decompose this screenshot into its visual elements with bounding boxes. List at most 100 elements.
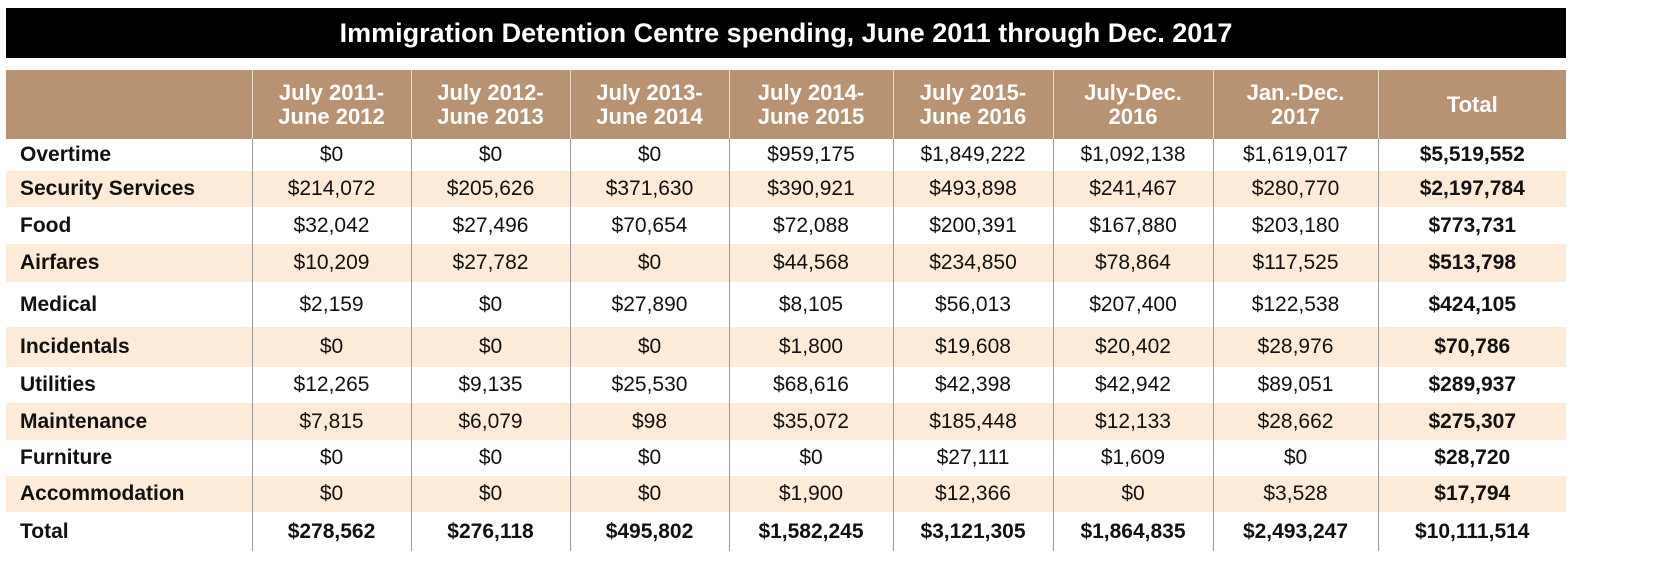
value-cell: $70,654	[569, 207, 729, 244]
header-row: July 2011- June 2012 July 2012- June 2013…	[6, 70, 1566, 139]
value-cell: $27,496	[410, 207, 570, 244]
value-cell: $200,391	[892, 207, 1053, 244]
row-total-cell: $773,731	[1377, 207, 1566, 244]
row-label: Utilities	[20, 373, 96, 396]
header-blank	[6, 70, 252, 139]
value-cell: $1,619,017	[1212, 139, 1378, 171]
row-total-cell: $2,197,784	[1377, 171, 1566, 207]
value-cell: $78,864	[1052, 244, 1213, 282]
value-cell: $9,135	[410, 367, 570, 403]
value-cell: $42,942	[1052, 367, 1213, 403]
value-cell: $20,402	[1052, 327, 1213, 367]
value-cell: $234,850	[892, 244, 1053, 282]
table-row: Food $32,042 $27,496 $70,654 $72,088 $200,391…	[6, 207, 1566, 244]
value-cell: $185,448	[892, 403, 1053, 440]
value-cell: $495,802	[569, 512, 729, 551]
table-row: Security Services $214,072 $205,626 $371,63…	[6, 171, 1566, 207]
column-header: July-Dec. 2016	[1052, 70, 1213, 139]
value-cell: $1,864,835	[1052, 512, 1213, 551]
value-cell: $0	[251, 327, 411, 367]
value-cell: $0	[410, 282, 570, 327]
column-header: July 2011- June 2012	[251, 70, 411, 139]
column-header: July 2013- June 2014	[569, 70, 729, 139]
value-cell: $7,815	[251, 403, 411, 440]
table-title: Immigration Detention Centre spending, J…	[6, 8, 1566, 58]
spending-table: July 2011- June 2012 July 2012- June 2013…	[6, 70, 1566, 551]
value-cell: $117,525	[1212, 244, 1378, 282]
value-cell: $0	[728, 440, 893, 476]
row-label: Airfares	[6, 244, 252, 282]
value-cell: $44,568	[728, 244, 893, 282]
value-cell: $1,609	[1052, 440, 1213, 476]
value-cell: $0	[251, 476, 411, 512]
column-header: July 2015- June 2016	[892, 70, 1053, 139]
row-label: Overtime	[20, 143, 112, 166]
value-cell: $27,111	[892, 440, 1053, 476]
value-cell: $371,630	[569, 171, 729, 207]
value-cell: $241,467	[1052, 171, 1213, 207]
value-cell: $56,013	[892, 282, 1053, 327]
value-cell: $32,042	[251, 207, 411, 244]
value-cell: $6,079	[410, 403, 570, 440]
value-cell: $3,528	[1212, 476, 1378, 512]
column-header: July 2014- June 2015	[728, 70, 893, 139]
value-cell: $0	[569, 476, 729, 512]
row-total-cell: $70,786	[1377, 327, 1566, 367]
table-row: Furniture $0 $0 $0 $0 $27,111 $1,609 $0 $28,720	[6, 440, 1566, 476]
row-label: Maintenance	[6, 403, 252, 440]
value-cell: $28,662	[1212, 403, 1378, 440]
value-cell: $12,265	[251, 367, 411, 403]
row-total-cell: $275,307	[1377, 403, 1566, 440]
value-cell: $98	[569, 403, 729, 440]
value-cell: $280,770	[1212, 171, 1378, 207]
column-header: Jan.-Dec. 2017	[1212, 70, 1378, 139]
row-total-cell: $289,937	[1377, 367, 1566, 403]
value-cell: $72,088	[728, 207, 893, 244]
row-label: Accommodation	[6, 476, 252, 512]
row-total-cell: $17,794	[1377, 476, 1566, 512]
row-label: Food	[20, 213, 72, 237]
value-cell: $1,900	[728, 476, 893, 512]
value-cell: $0	[410, 327, 570, 367]
value-cell: $390,921	[728, 171, 893, 207]
row-total-cell: $5,519,552	[1377, 139, 1566, 171]
value-cell: $0	[410, 139, 570, 171]
value-cell: $42,398	[892, 367, 1053, 403]
table-row: Medical $2,159 $0 $27,890 $8,105 $56,013 $207,…	[6, 282, 1566, 327]
value-cell: $25,530	[569, 367, 729, 403]
value-cell: $493,898	[892, 171, 1053, 207]
value-cell: $167,880	[1052, 207, 1213, 244]
total-row: Total $278,562 $276,118 $495,802 $1,582,245 $…	[6, 512, 1566, 551]
value-cell: $28,976	[1212, 327, 1378, 367]
value-cell: $0	[569, 327, 729, 367]
value-cell: $3,121,305	[892, 512, 1053, 551]
value-cell: $89,051	[1212, 367, 1378, 403]
value-cell: $0	[410, 476, 570, 512]
value-cell: $0	[410, 440, 570, 476]
value-cell: $68,616	[728, 367, 893, 403]
value-cell: $1,849,222	[892, 139, 1053, 171]
row-label: Total	[20, 519, 69, 543]
value-cell: $0	[251, 440, 411, 476]
value-cell: $959,175	[728, 139, 893, 171]
column-header: July 2012- June 2013	[410, 70, 570, 139]
value-cell: $278,562	[251, 512, 411, 551]
value-cell: $10,209	[251, 244, 411, 282]
row-label: Medical	[20, 292, 98, 316]
value-cell: $0	[569, 440, 729, 476]
table-row: Airfares $10,209 $27,782 $0 $44,568 $234,850 $…	[6, 244, 1566, 282]
value-cell: $214,072	[251, 171, 411, 207]
value-cell: $122,538	[1212, 282, 1378, 327]
table-row: Overtime $0 $0 $0 $959,175 $1,849,222 $1,092,1…	[6, 139, 1566, 171]
value-cell: $12,366	[892, 476, 1053, 512]
value-cell: $2,159	[251, 282, 411, 327]
value-cell: $8,105	[728, 282, 893, 327]
value-cell: $203,180	[1212, 207, 1378, 244]
row-total-cell: $28,720	[1377, 440, 1566, 476]
row-label: Incidentals	[6, 327, 252, 367]
value-cell: $27,782	[410, 244, 570, 282]
value-cell: $1,582,245	[728, 512, 893, 551]
value-cell: $0	[251, 139, 411, 171]
value-cell: $35,072	[728, 403, 893, 440]
row-total-cell: $424,105	[1377, 282, 1566, 327]
